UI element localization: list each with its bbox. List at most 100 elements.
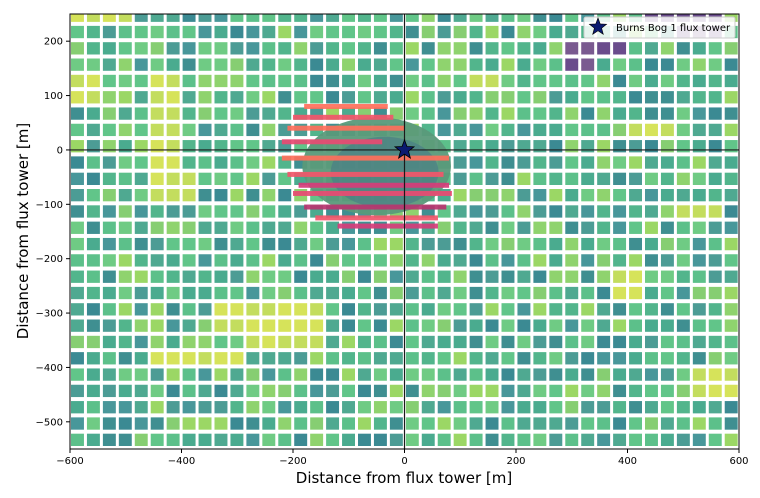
grid-cell	[198, 221, 212, 234]
grid-cell	[167, 0, 180, 6]
footprint-stripe	[298, 182, 450, 188]
grid-cell	[597, 319, 611, 332]
grid-cell	[278, 14, 292, 22]
grid-cell	[278, 368, 292, 381]
grid-cell	[549, 189, 563, 202]
grid-cell	[358, 237, 371, 251]
grid-cell	[310, 237, 324, 251]
grid-cell	[581, 352, 595, 365]
grid-cell	[469, 172, 483, 185]
grid-cell	[326, 42, 340, 55]
grid-cell	[501, 303, 515, 316]
grid-cell	[517, 42, 531, 55]
grid-cell	[166, 254, 180, 267]
grid-cell	[278, 254, 292, 267]
grid-cell	[692, 74, 706, 88]
grid-cell	[708, 189, 722, 202]
grid-cell	[71, 156, 84, 169]
grid-cell	[549, 91, 563, 104]
grid-cell	[182, 25, 196, 39]
x-tick-label: 400	[618, 456, 637, 467]
grid-cell	[517, 123, 531, 137]
grid-cell	[71, 58, 84, 71]
grid-cell	[373, 417, 387, 430]
grid-cell	[533, 270, 547, 283]
grid-cell	[517, 107, 531, 120]
grid-cell	[437, 237, 451, 251]
grid-cell	[342, 14, 356, 22]
grid-cell	[198, 319, 212, 332]
grid-cell	[406, 0, 419, 6]
grid-cell	[310, 74, 324, 88]
grid-cell	[421, 254, 435, 267]
grid-cell	[581, 335, 595, 349]
grid-cell	[134, 319, 148, 332]
grid-cell	[708, 368, 722, 381]
grid-cell	[134, 140, 148, 153]
grid-cell	[246, 74, 260, 88]
grid-cell	[741, 107, 754, 119]
grid-cell	[278, 237, 292, 251]
grid-cell	[358, 352, 371, 365]
grid-cell	[613, 401, 627, 414]
grid-cell	[645, 205, 658, 218]
grid-cell	[517, 254, 531, 267]
grid-cell	[294, 319, 308, 332]
grid-cell	[230, 433, 244, 446]
grid-cell	[71, 74, 84, 88]
grid-cell	[565, 319, 579, 332]
grid-cell	[613, 384, 627, 398]
grid-cell	[102, 74, 116, 88]
legend-entry-tower: Burns Bog 1 flux tower	[616, 23, 731, 34]
grid-cell	[389, 91, 403, 104]
grid-cell	[533, 335, 547, 349]
grid-cell	[676, 270, 690, 283]
grid-cell	[613, 107, 627, 120]
grid-cell	[373, 286, 387, 300]
grid-cell	[597, 205, 611, 218]
grid-cell	[501, 74, 515, 88]
grid-cell	[182, 123, 196, 137]
grid-cell	[310, 25, 324, 39]
grid-cell	[437, 25, 451, 39]
grid-cell	[660, 384, 674, 398]
footprint-stripe	[287, 125, 405, 131]
grid-cell	[342, 384, 356, 398]
grid-cell	[565, 14, 579, 22]
grid-cell	[86, 140, 100, 153]
grid-cell	[501, 286, 515, 300]
grid-cell	[294, 0, 307, 6]
grid-cell	[134, 205, 148, 218]
grid-cell	[326, 0, 339, 6]
grid-cell	[310, 401, 324, 414]
grid-cell	[549, 270, 563, 283]
grid-cell	[708, 319, 722, 332]
grid-cell	[741, 189, 754, 201]
grid-cell	[741, 303, 754, 315]
grid-cell	[437, 123, 451, 137]
grid-cell	[71, 123, 84, 137]
grid-cell	[501, 91, 515, 104]
grid-cell	[501, 42, 515, 55]
grid-cell	[342, 237, 356, 251]
grid-cell	[692, 270, 706, 283]
grid-cell	[676, 401, 690, 414]
grid-cell	[150, 172, 164, 185]
grid-cell	[214, 254, 228, 267]
grid-cell	[86, 417, 100, 430]
grid-cell	[581, 221, 595, 234]
grid-cell	[597, 221, 611, 234]
grid-cell	[374, 0, 387, 6]
grid-cell	[278, 107, 292, 120]
grid-cell	[676, 205, 690, 218]
grid-cell	[230, 123, 244, 137]
grid-cell	[118, 58, 132, 71]
grid-cell	[182, 42, 196, 55]
grid-cell	[581, 417, 595, 430]
grid-cell	[262, 189, 276, 202]
grid-cell	[118, 417, 132, 430]
grid-cell	[118, 384, 132, 398]
grid-cell	[437, 303, 451, 316]
grid-cell	[645, 156, 658, 169]
grid-cell	[310, 433, 324, 446]
